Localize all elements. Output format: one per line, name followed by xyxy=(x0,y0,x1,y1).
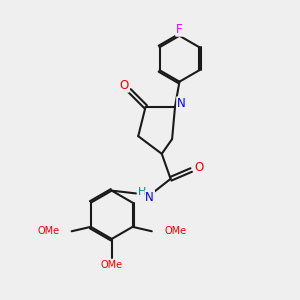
Text: H: H xyxy=(138,187,146,196)
Text: F: F xyxy=(176,23,183,36)
Text: N: N xyxy=(177,97,186,110)
Text: OMe: OMe xyxy=(37,226,59,236)
Text: OMe: OMe xyxy=(101,260,123,270)
Text: O: O xyxy=(194,160,203,174)
Text: OMe: OMe xyxy=(164,226,186,236)
Text: N: N xyxy=(145,191,154,204)
Text: O: O xyxy=(119,79,129,92)
